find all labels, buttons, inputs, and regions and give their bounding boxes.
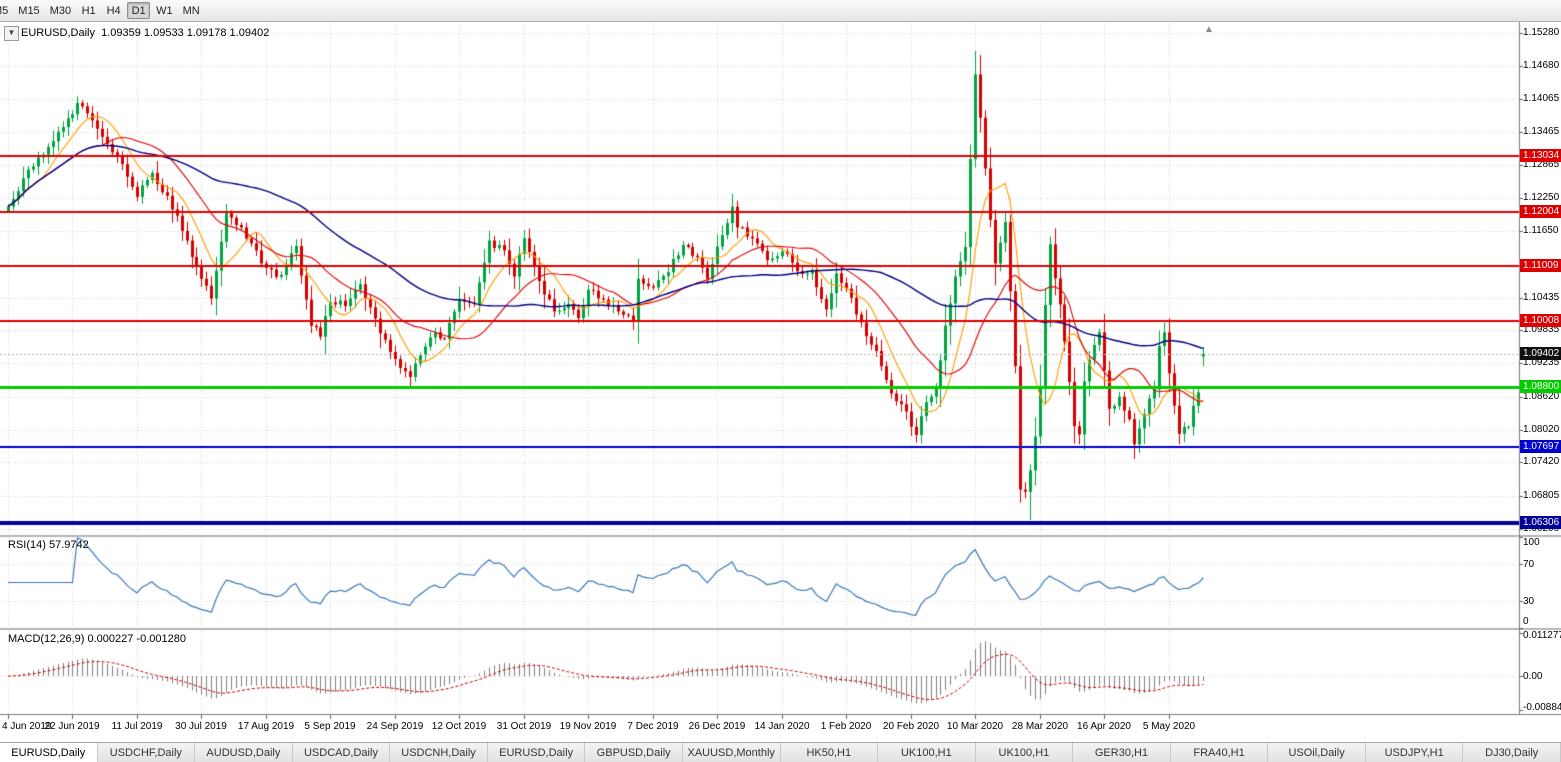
timeframe-button-m30[interactable]: M30: [49, 4, 72, 17]
chart-tab-usdchf-daily[interactable]: USDCHF,Daily: [97, 743, 196, 762]
chart-tab-xauusd-monthly[interactable]: XAUUSD,Monthly: [682, 743, 781, 762]
chart-tab-usdcnh-daily[interactable]: USDCNH,Daily: [390, 743, 488, 762]
chart-tab-usdjpy-h1[interactable]: USDJPY,H1: [1365, 743, 1464, 762]
chart-tab-usdcad-daily[interactable]: USDCAD,Daily: [292, 743, 391, 762]
chart-tab-usoil-daily[interactable]: USOil,Daily: [1268, 743, 1366, 762]
chart-tab-eurusd-daily[interactable]: EURUSD,Daily: [0, 743, 98, 762]
timeframe-toolbar: M5 M15 M30 H1 H4 D1 W1 MN: [0, 0, 1561, 22]
timeframe-button-h1[interactable]: H1: [81, 4, 96, 17]
chart-tab-uk100-h1[interactable]: UK100,H1: [975, 743, 1074, 762]
chart-tab-fra40-h1[interactable]: FRA40,H1: [1170, 743, 1269, 762]
timeframe-button-w1[interactable]: W1: [156, 4, 173, 17]
chart-tab-hk50-h1[interactable]: HK50,H1: [780, 743, 879, 762]
chart-tab-audusd-daily[interactable]: AUDUSD,Daily: [195, 743, 293, 762]
chart-tab-gbpusd-daily[interactable]: GBPUSD,Daily: [585, 743, 683, 762]
chart-tab-eurusd-daily[interactable]: EURUSD,Daily: [487, 743, 586, 762]
timeframe-button-d1[interactable]: D1: [127, 2, 151, 19]
chart-tab-uk100-h1[interactable]: UK100,H1: [878, 743, 976, 762]
timeframe-button-mn[interactable]: MN: [182, 4, 200, 17]
timeframe-button-h4[interactable]: H4: [106, 4, 121, 17]
chart-tab-ger30-h1[interactable]: GER30,H1: [1073, 743, 1171, 762]
timeframe-button-m15[interactable]: M15: [18, 4, 40, 17]
timeframe-button-m5[interactable]: M5: [0, 4, 9, 17]
chart-tab-dj30-daily[interactable]: DJ30,Daily: [1463, 743, 1561, 762]
chart-tabs-bar: EURUSD,Daily USDCHF,Daily AUDUSD,Daily USDC…: [0, 742, 1561, 762]
